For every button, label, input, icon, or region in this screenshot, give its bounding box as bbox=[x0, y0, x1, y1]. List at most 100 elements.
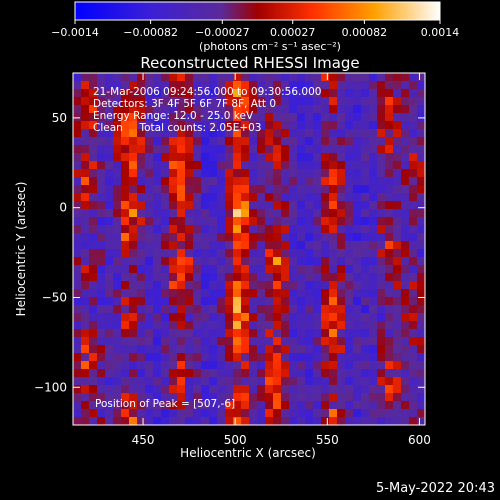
heatmap-cell bbox=[217, 281, 226, 290]
heatmap-cell bbox=[393, 329, 402, 338]
heatmap-cell bbox=[401, 161, 410, 170]
heatmap-cell bbox=[193, 185, 202, 194]
heatmap-cell bbox=[289, 345, 298, 354]
heatmap-cell bbox=[129, 161, 138, 170]
heatmap-cell bbox=[297, 401, 306, 410]
heatmap-cell bbox=[393, 129, 402, 138]
heatmap-cell bbox=[345, 153, 354, 162]
heatmap-cell bbox=[297, 289, 306, 298]
heatmap-cell bbox=[153, 209, 162, 218]
colorbar-tick-label: 0.00027 bbox=[270, 26, 316, 39]
heatmap-cell bbox=[169, 233, 178, 242]
heatmap-cell bbox=[169, 185, 178, 194]
heatmap-cell bbox=[361, 81, 370, 90]
heatmap-cell bbox=[409, 193, 418, 202]
heatmap-cell bbox=[273, 321, 282, 330]
heatmap-cell bbox=[81, 129, 90, 138]
heatmap-cell bbox=[201, 337, 210, 346]
heatmap-cell bbox=[417, 137, 425, 146]
heatmap-cell bbox=[249, 105, 258, 114]
heatmap-cell bbox=[377, 241, 386, 250]
heatmap-cell bbox=[281, 217, 290, 226]
heatmap-cell bbox=[169, 209, 178, 218]
heatmap-cell bbox=[273, 137, 282, 146]
heatmap-cell bbox=[137, 185, 146, 194]
heatmap-cell bbox=[289, 353, 298, 362]
heatmap-cell bbox=[377, 97, 386, 106]
heatmap-cell bbox=[97, 361, 106, 370]
heatmap-cell bbox=[297, 321, 306, 330]
heatmap-cell bbox=[185, 409, 194, 418]
heatmap-cell bbox=[337, 345, 346, 354]
heatmap-cell bbox=[225, 353, 234, 362]
heatmap-cell bbox=[281, 401, 290, 410]
heatmap-cell bbox=[401, 201, 410, 210]
heatmap-cell bbox=[417, 89, 425, 98]
heatmap-cell bbox=[169, 281, 178, 290]
heatmap-cell bbox=[353, 361, 362, 370]
heatmap-cell bbox=[297, 137, 306, 146]
heatmap-cell bbox=[417, 105, 425, 114]
heatmap-cell bbox=[249, 321, 258, 330]
heatmap-cell bbox=[137, 105, 146, 114]
heatmap-cell bbox=[273, 361, 282, 370]
heatmap-cell bbox=[241, 353, 250, 362]
heatmap-cell bbox=[329, 345, 338, 354]
heatmap-cell bbox=[353, 337, 362, 346]
heatmap-cell bbox=[265, 177, 274, 186]
heatmap-cell bbox=[305, 305, 314, 314]
heatmap-cell bbox=[313, 177, 322, 186]
heatmap-cell bbox=[297, 241, 306, 250]
heatmap-cell bbox=[361, 89, 370, 98]
heatmap-cell bbox=[121, 105, 130, 114]
heatmap-cell bbox=[185, 249, 194, 258]
heatmap-cell bbox=[249, 273, 258, 282]
heatmap-cell bbox=[129, 265, 138, 274]
heatmap-cell bbox=[153, 137, 162, 146]
heatmap-cell bbox=[393, 289, 402, 298]
heatmap-cell bbox=[97, 305, 106, 314]
heatmap-cell bbox=[409, 161, 418, 170]
heatmap-cell bbox=[329, 209, 338, 218]
heatmap-cell bbox=[313, 361, 322, 370]
heatmap-cell bbox=[345, 329, 354, 338]
heatmap-cell bbox=[297, 177, 306, 186]
heatmap-cell bbox=[145, 161, 154, 170]
heatmap-cell bbox=[249, 209, 258, 218]
heatmap-cell bbox=[201, 377, 210, 386]
heatmap-cell bbox=[169, 337, 178, 346]
heatmap-cell bbox=[169, 97, 178, 106]
heatmap-cell bbox=[249, 329, 258, 338]
heatmap-cell bbox=[329, 145, 338, 154]
heatmap-cell bbox=[353, 105, 362, 114]
heatmap-cell bbox=[113, 153, 122, 162]
heatmap-cell bbox=[177, 161, 186, 170]
heatmap-cell bbox=[105, 305, 114, 314]
heatmap-cell bbox=[321, 289, 330, 298]
heatmap-cell bbox=[169, 369, 178, 378]
heatmap-cell bbox=[409, 369, 418, 378]
heatmap-cell bbox=[129, 225, 138, 234]
heatmap-cell bbox=[217, 153, 226, 162]
heatmap-cell bbox=[409, 97, 418, 106]
heatmap-cell bbox=[377, 257, 386, 266]
heatmap-cell bbox=[225, 337, 234, 346]
heatmap-cell bbox=[409, 145, 418, 154]
heatmap-cell bbox=[113, 137, 122, 146]
heatmap-cell bbox=[137, 417, 146, 425]
heatmap-cell bbox=[137, 273, 146, 282]
heatmap-cell bbox=[225, 201, 234, 210]
heatmap-cell bbox=[297, 233, 306, 242]
heatmap-cell bbox=[313, 105, 322, 114]
heatmap-cell bbox=[97, 169, 106, 178]
heatmap-cell bbox=[297, 209, 306, 218]
heatmap-cell bbox=[305, 257, 314, 266]
heatmap-cell bbox=[257, 273, 266, 282]
heatmap-cell bbox=[233, 257, 242, 266]
heatmap-cell bbox=[161, 129, 170, 138]
heatmap-cell bbox=[193, 329, 202, 338]
heatmap-cell bbox=[233, 249, 242, 258]
heatmap-cell bbox=[401, 97, 410, 106]
heatmap-cell bbox=[161, 401, 170, 410]
heatmap-cell bbox=[377, 113, 386, 122]
